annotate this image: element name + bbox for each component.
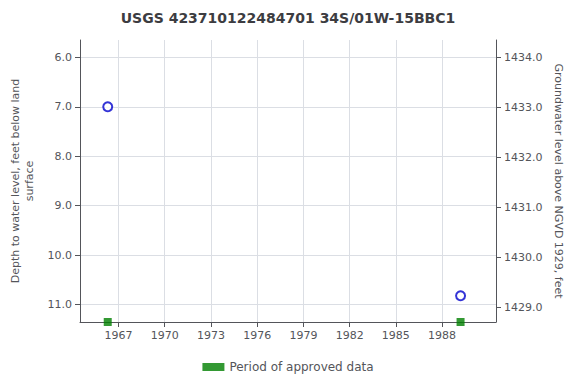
svg-text:1434.0: 1434.0: [504, 51, 543, 64]
svg-text:USGS 423710122484701 34S/01W-1: USGS 423710122484701 34S/01W-15BBC1: [121, 10, 456, 26]
svg-text:11.0: 11.0: [48, 298, 73, 311]
svg-text:1985: 1985: [382, 329, 410, 342]
svg-text:Groundwater level above NGVD 1: Groundwater level above NGVD 1929, feet: [552, 63, 565, 299]
svg-text:10.0: 10.0: [48, 249, 73, 262]
svg-text:1430.0: 1430.0: [504, 251, 543, 264]
svg-text:1976: 1976: [243, 329, 271, 342]
svg-text:1432.0: 1432.0: [504, 151, 543, 164]
svg-text:1973: 1973: [197, 329, 225, 342]
svg-text:8.0: 8.0: [55, 150, 73, 163]
svg-text:7.0: 7.0: [55, 100, 73, 113]
svg-text:9.0: 9.0: [55, 199, 73, 212]
svg-text:1982: 1982: [336, 329, 364, 342]
svg-text:1433.0: 1433.0: [504, 101, 543, 114]
svg-text:Depth to water level, feet bel: Depth to water level, feet below land: [9, 79, 22, 284]
svg-text:surface: surface: [23, 160, 36, 201]
svg-text:6.0: 6.0: [55, 51, 73, 64]
svg-text:1988: 1988: [428, 329, 456, 342]
svg-text:Period of approved data: Period of approved data: [229, 360, 373, 374]
svg-text:1429.0: 1429.0: [504, 301, 543, 314]
svg-text:1431.0: 1431.0: [504, 201, 543, 214]
svg-text:1970: 1970: [151, 329, 179, 342]
svg-text:1979: 1979: [289, 329, 317, 342]
svg-text:1967: 1967: [105, 329, 133, 342]
